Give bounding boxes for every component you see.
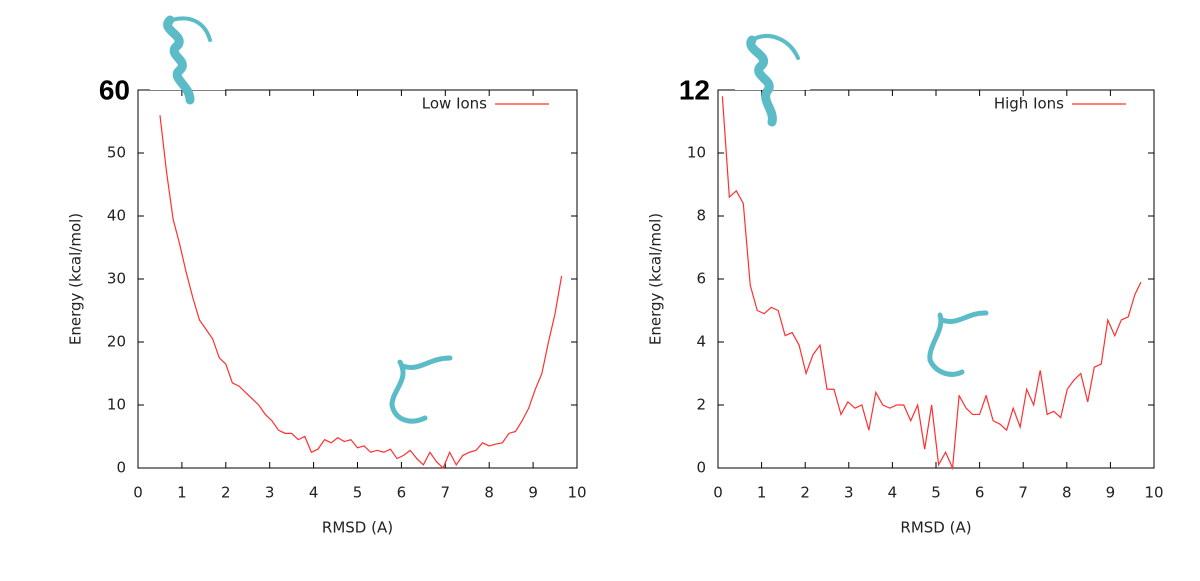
x-axis-label: RMSD (A) xyxy=(900,519,971,537)
y-tick-label: 10 xyxy=(107,396,126,414)
x-tick-label: 2 xyxy=(221,484,231,502)
x-tick-label: 10 xyxy=(1144,484,1163,502)
y-tick-label: 0 xyxy=(116,459,126,477)
x-tick-label: 2 xyxy=(800,484,810,502)
x-tick-label: 6 xyxy=(975,484,985,502)
y-tick-label: 0 xyxy=(696,459,706,477)
x-tick-label: 9 xyxy=(528,484,538,502)
coil xyxy=(170,16,212,42)
helix xyxy=(163,15,195,105)
x-tick-label: 10 xyxy=(567,484,586,502)
y-axis-label: Energy (kcal/mol) xyxy=(67,213,85,345)
protein-coil-left xyxy=(389,355,453,424)
image-bg xyxy=(150,10,225,90)
y-tick-label: 50 xyxy=(107,144,126,162)
data-line xyxy=(721,96,1142,471)
legend-label: High Ions xyxy=(994,95,1064,113)
protein-helix-left xyxy=(150,10,225,105)
coil xyxy=(750,34,800,60)
x-tick-label: 7 xyxy=(441,484,451,502)
protein-coil-right xyxy=(925,305,989,395)
y-tick-label: 40 xyxy=(107,207,126,225)
x-axis-label: RMSD (A) xyxy=(322,519,393,537)
image-bg xyxy=(735,10,810,90)
y-tick-label: 8 xyxy=(696,207,706,225)
helix xyxy=(746,35,777,127)
x-tick-label: 1 xyxy=(177,484,187,502)
x-tick-label: 7 xyxy=(1018,484,1028,502)
x-tick-label: 3 xyxy=(265,484,275,502)
y-tick-label: 20 xyxy=(107,333,126,351)
legend-label: Low Ions xyxy=(422,95,487,113)
y-tick-label: 10 xyxy=(687,144,706,162)
y-tick-label: 2 xyxy=(696,396,706,414)
y-tick-label: 12 xyxy=(679,74,710,105)
y-tick-label: 4 xyxy=(696,333,706,351)
x-tick-label: 4 xyxy=(888,484,898,502)
y-axis-label: Energy (kcal/mol) xyxy=(647,213,665,345)
x-tick-label: 5 xyxy=(931,484,941,502)
x-tick-label: 9 xyxy=(1106,484,1116,502)
x-tick-label: 1 xyxy=(757,484,767,502)
x-tick-label: 5 xyxy=(353,484,363,502)
y-tick-label: 6 xyxy=(696,270,706,288)
coil xyxy=(927,310,989,377)
x-tick-label: 0 xyxy=(713,484,723,502)
protein-helix-right xyxy=(735,10,810,127)
y-tick-label: 30 xyxy=(107,270,126,288)
x-tick-label: 6 xyxy=(397,484,407,502)
data-line xyxy=(159,115,563,470)
plot-frame xyxy=(717,89,1155,469)
x-tick-label: 8 xyxy=(484,484,494,502)
x-tick-label: 4 xyxy=(309,484,319,502)
x-tick-label: 8 xyxy=(1062,484,1072,502)
x-tick-label: 3 xyxy=(844,484,854,502)
plot-frame xyxy=(137,89,578,469)
y-tick-label: 60 xyxy=(99,74,130,105)
coil xyxy=(389,355,453,424)
x-tick-label: 0 xyxy=(133,484,143,502)
